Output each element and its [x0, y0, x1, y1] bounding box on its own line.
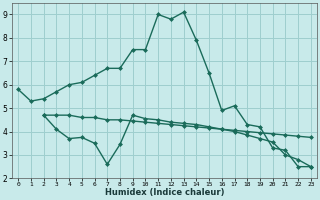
- X-axis label: Humidex (Indice chaleur): Humidex (Indice chaleur): [105, 188, 224, 197]
